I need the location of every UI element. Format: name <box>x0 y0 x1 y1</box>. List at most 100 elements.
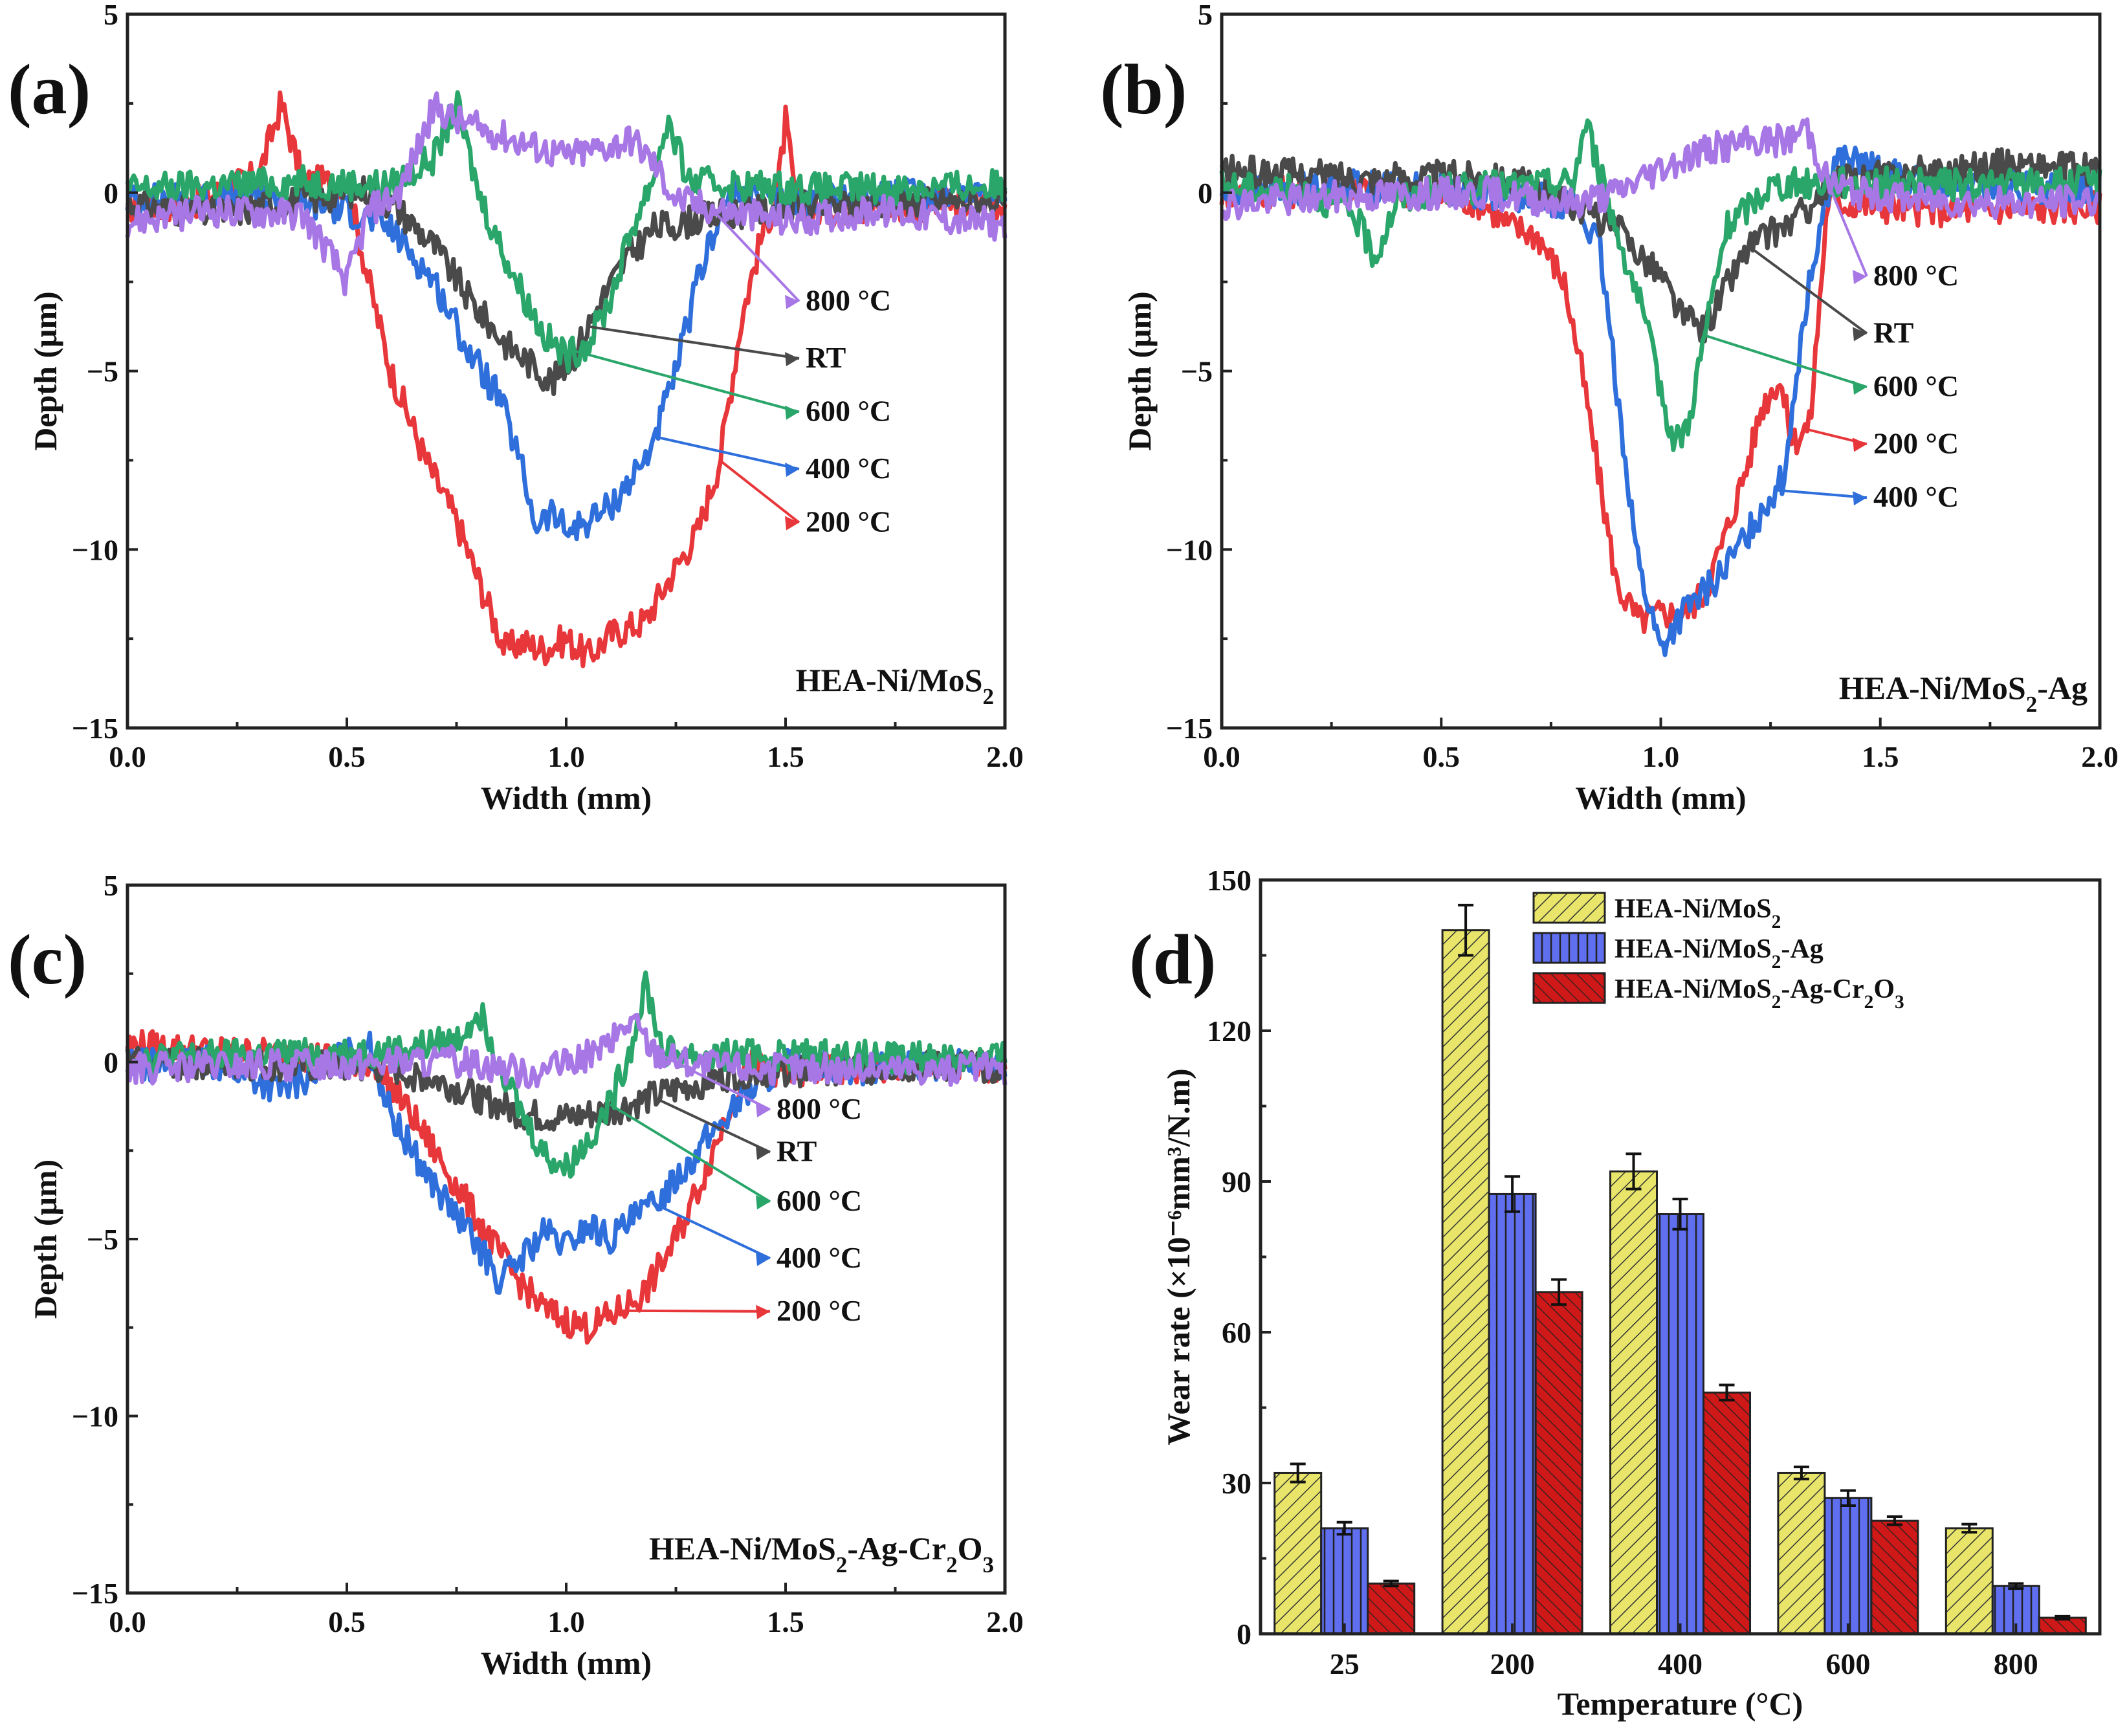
y-tick-label: 5 <box>1198 0 1213 31</box>
label-leader <box>1704 334 1868 389</box>
x-tick-label: 0.0 <box>109 740 146 773</box>
x-tick-label: 2.0 <box>2081 740 2119 773</box>
label-leader <box>1748 245 1868 335</box>
bar-25-series3 <box>1367 1582 1416 1635</box>
x-tick-label: 1.5 <box>767 1605 804 1638</box>
curve-label: 800 °C <box>1873 259 1959 292</box>
label-arrowhead <box>1853 270 1867 285</box>
bar-400-series1 <box>1609 1170 1658 1635</box>
label-arrowhead <box>1853 437 1867 452</box>
x-axis-label: Temperature (°C) <box>1558 1686 1803 1722</box>
sample-label: HEA-Ni/MoS2-Ag <box>1839 670 2088 717</box>
x-tick-label: 0.0 <box>109 1605 146 1638</box>
panel-label: (b) <box>1100 50 1187 129</box>
label-arrowhead <box>756 1251 770 1266</box>
y-tick-label: −10 <box>72 533 118 566</box>
bar-25-series1 <box>1273 1471 1323 1635</box>
panel-a-depth-profile: 0.0 0.5 1.0 1.5 2.0 5 0 −5 −10 −15 Width (mm) Depth… <box>8 0 1024 816</box>
legend-swatch <box>1532 932 1606 964</box>
legend-swatch <box>1532 972 1606 1004</box>
label-leader <box>653 1202 771 1260</box>
curve-label: 600 °C <box>777 1184 862 1217</box>
bar-25-series2 <box>1320 1527 1369 1635</box>
bar-400-series2 <box>1656 1213 1704 1635</box>
label-arrowhead <box>756 1145 770 1160</box>
plot-frame <box>126 883 1007 1595</box>
y-tick-label: −10 <box>72 1400 118 1433</box>
curve-label: 200 °C <box>777 1294 862 1327</box>
curve-label: RT <box>1873 316 1913 349</box>
x-axis-label: Width (mm) <box>481 1645 652 1681</box>
label-leader <box>1826 181 1868 277</box>
y-tick-label: 5 <box>104 0 118 31</box>
label-arrowhead <box>785 294 799 309</box>
curve-label: 400 °C <box>777 1241 862 1274</box>
bar-600-series3 <box>1870 1519 1919 1635</box>
y-tick-label: −5 <box>87 1223 118 1256</box>
curve-label: 200 °C <box>806 505 891 538</box>
plot-frame <box>1220 12 2102 730</box>
x-tick-label: 25 <box>1330 1647 1360 1680</box>
y-tick-label: 0 <box>104 177 118 210</box>
bar-200-series1 <box>1441 929 1490 1635</box>
panel-b-depth-profile: 0.0 0.5 1.0 1.5 2.0 5 0 −5 −10 −15 Width (mm) Depth… <box>1100 0 2119 816</box>
panel-label: (a) <box>8 50 91 129</box>
legend-label: HEA-Ni/MoS2-Ag <box>1615 934 1824 972</box>
x-axis-label: Width (mm) <box>481 780 652 816</box>
label-leader <box>609 1103 771 1203</box>
y-tick-label: −15 <box>72 712 118 745</box>
x-tick-label: 1.0 <box>547 1605 585 1638</box>
x-tick-label: 200 <box>1490 1647 1535 1680</box>
bar-200-series3 <box>1534 1291 1583 1635</box>
curve-label: RT <box>806 341 846 374</box>
panel-label: (c) <box>8 920 87 999</box>
x-tick-label: 2.0 <box>986 1605 1024 1638</box>
x-tick-label: 0.5 <box>1423 740 1460 773</box>
curve-800c <box>125 91 1008 296</box>
label-arrowhead <box>785 516 799 531</box>
curve-label: 400 °C <box>1873 480 1959 513</box>
curve-600c <box>125 90 1008 374</box>
x-tick-label: 1.0 <box>547 740 585 773</box>
y-tick-label: 60 <box>1222 1316 1251 1349</box>
panel-label: (d) <box>1129 920 1216 999</box>
curve-label: 400 °C <box>806 452 891 485</box>
label-leader <box>1774 489 1868 500</box>
x-tick-label: 600 <box>1825 1647 1870 1680</box>
y-tick-label: −15 <box>1166 712 1213 745</box>
curve-800c <box>125 1013 1008 1090</box>
y-axis-label: Depth (μm) <box>27 1159 63 1319</box>
curve-label: 200 °C <box>1873 426 1959 459</box>
label-leader <box>575 349 800 413</box>
curve-800c <box>1221 117 2102 221</box>
legend-label: HEA-Ni/MoS2-Ag-Cr2O3 <box>1615 974 1904 1013</box>
label-arrowhead <box>1853 327 1867 342</box>
bar-200-series2 <box>1488 1192 1537 1635</box>
label-arrowhead <box>756 1195 770 1210</box>
x-tick-label: 400 <box>1658 1647 1703 1680</box>
panel-d-wear-rate-bar-chart: 25 200 400 600 800 0 30 60 90 120 150 Temperature (… <box>1129 864 2102 1722</box>
y-tick-label: 120 <box>1207 1015 1251 1048</box>
y-tick-label: 30 <box>1222 1467 1251 1500</box>
bar-800-series2 <box>1991 1585 2040 1635</box>
y-tick-label: 150 <box>1207 864 1251 897</box>
label-leader <box>719 459 800 524</box>
x-tick-label: 1.0 <box>1642 740 1680 773</box>
bar-800-series1 <box>1945 1527 1994 1635</box>
label-arrowhead <box>756 1304 770 1319</box>
label-arrowhead <box>785 405 799 420</box>
sample-label: HEA-Ni/MoS2-Ag-Cr2O3 <box>649 1530 994 1577</box>
label-leader <box>588 325 800 360</box>
x-axis-label: Width (mm) <box>1575 780 1746 816</box>
y-axis-label: Wear rate (×10⁻⁶mm³/N.m) <box>1160 1068 1196 1445</box>
y-axis-label: Depth (μm) <box>1121 291 1158 450</box>
label-arrowhead <box>785 351 799 366</box>
y-tick-label: −15 <box>72 1577 118 1610</box>
x-tick-label: 1.5 <box>767 740 804 773</box>
x-tick-label: 0.5 <box>328 1605 366 1638</box>
label-leader <box>654 435 800 470</box>
x-tick-label: 1.5 <box>1862 740 1899 773</box>
label-arrowhead <box>756 1103 770 1118</box>
curve-600c <box>1219 118 2102 452</box>
